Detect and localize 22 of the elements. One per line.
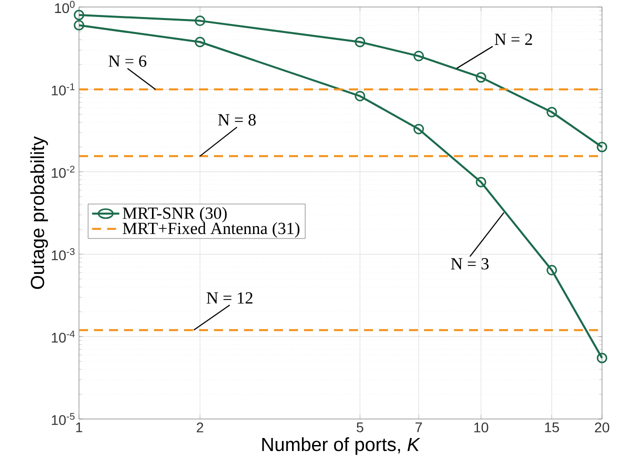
annotation: N = 2 <box>494 34 532 45</box>
y-tick-label: 10$^{-4}$ <box>52 330 75 343</box>
x-tick-label: 10 <box>474 422 488 432</box>
x-tick-label: 2 <box>196 422 204 432</box>
x-axis-title: Number of ports, K <box>262 437 420 455</box>
x-tick-label: 5 <box>356 422 364 432</box>
annotation: N = 6 <box>108 55 146 67</box>
x-tick-label: 20 <box>594 422 610 432</box>
y-tick-label: 10$^{0}$ <box>55 0 75 14</box>
legend-label: MRT+Fixed Antenna (31) <box>122 222 300 238</box>
annotation: N = 8 <box>218 114 256 126</box>
annotation: N = 3 <box>451 258 489 270</box>
y-tick-label: 10$^{-1}$ <box>52 83 75 96</box>
y-tick-label: 10$^{-5}$ <box>52 412 75 426</box>
y-axis-title: Outage probability <box>30 136 48 289</box>
legend-label: MRT-SNR (30) <box>122 207 227 222</box>
x-tick-label: 7 <box>416 422 422 432</box>
y-tick-label: 10$^{-2}$ <box>52 166 74 178</box>
x-tick-label: 15 <box>545 422 559 432</box>
y-tick-label: 10$^{-3}$ <box>52 248 75 260</box>
x-tick-label: 1 <box>76 422 82 432</box>
annotation: N = 12 <box>206 292 252 304</box>
